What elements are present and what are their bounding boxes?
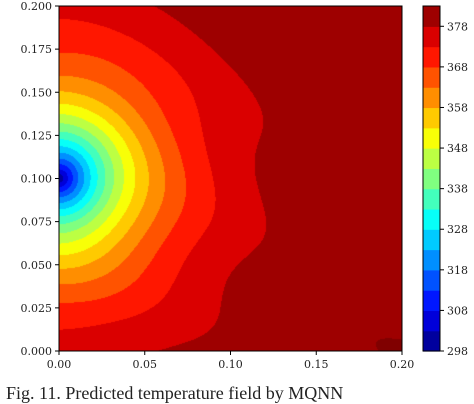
y-tick-label: 0.000 xyxy=(21,345,53,358)
x-tick-label: 0.10 xyxy=(218,358,243,371)
colorbar-band xyxy=(423,26,440,48)
colorbar-band xyxy=(423,249,440,271)
colorbar-band xyxy=(423,107,440,129)
colorbar-band xyxy=(423,290,440,312)
colorbar: 298 308 318 328 338 348 358 368 378 xyxy=(422,5,468,358)
colorbar-tick-label: 368 xyxy=(447,61,468,74)
x-tick-label: 0.00 xyxy=(47,358,72,371)
y-tick-label: 0.175 xyxy=(21,43,53,56)
y-axis: 0.000 0.025 0.050 0.075 0.100 0.125 0.150 0.175… xyxy=(21,0,59,358)
y-tick-label: 0.050 xyxy=(21,259,53,272)
y-tick-label: 0.200 xyxy=(21,0,53,13)
colorbar-band xyxy=(423,229,440,251)
colorbar-band xyxy=(423,6,440,27)
colorbar-band xyxy=(423,46,440,68)
colorbar-tick-label: 328 xyxy=(447,223,468,236)
colorbar-tick-label: 308 xyxy=(447,304,468,317)
x-axis: 0.00 0.05 0.10 0.15 0.20 xyxy=(47,351,415,371)
colorbar-band xyxy=(423,148,440,169)
colorbar-tick-label: 378 xyxy=(447,20,468,33)
x-tick-label: 0.05 xyxy=(133,358,158,371)
y-tick-label: 0.100 xyxy=(21,173,53,186)
colorbar-band xyxy=(423,208,440,230)
temperature-field xyxy=(59,6,402,351)
y-tick-label: 0.125 xyxy=(21,129,53,142)
plot-area xyxy=(58,5,403,352)
y-tick-label: 0.075 xyxy=(21,216,53,229)
colorbar-band xyxy=(423,127,440,149)
colorbar-tick-label: 358 xyxy=(447,101,468,114)
colorbar-band xyxy=(423,310,440,332)
colorbar-band xyxy=(423,87,440,109)
colorbar-band xyxy=(423,269,440,291)
colorbar-tick-label: 338 xyxy=(447,183,468,196)
y-tick-label: 0.150 xyxy=(21,86,53,99)
colorbar-band xyxy=(423,168,440,190)
colorbar-band xyxy=(423,66,440,88)
colorbar-band xyxy=(423,330,440,352)
x-tick-label: 0.20 xyxy=(390,358,415,371)
y-tick-label: 0.025 xyxy=(21,302,53,315)
colorbar-tick-label: 348 xyxy=(447,142,468,155)
x-tick-label: 0.15 xyxy=(304,358,329,371)
colorbar-tick-label: 298 xyxy=(447,345,468,358)
colorbar-tick-label: 318 xyxy=(447,264,468,277)
colorbar-band xyxy=(423,188,440,210)
figure-caption: Fig. 11. Predicted temperature field by … xyxy=(6,383,344,403)
colorbar-frame xyxy=(422,5,441,352)
